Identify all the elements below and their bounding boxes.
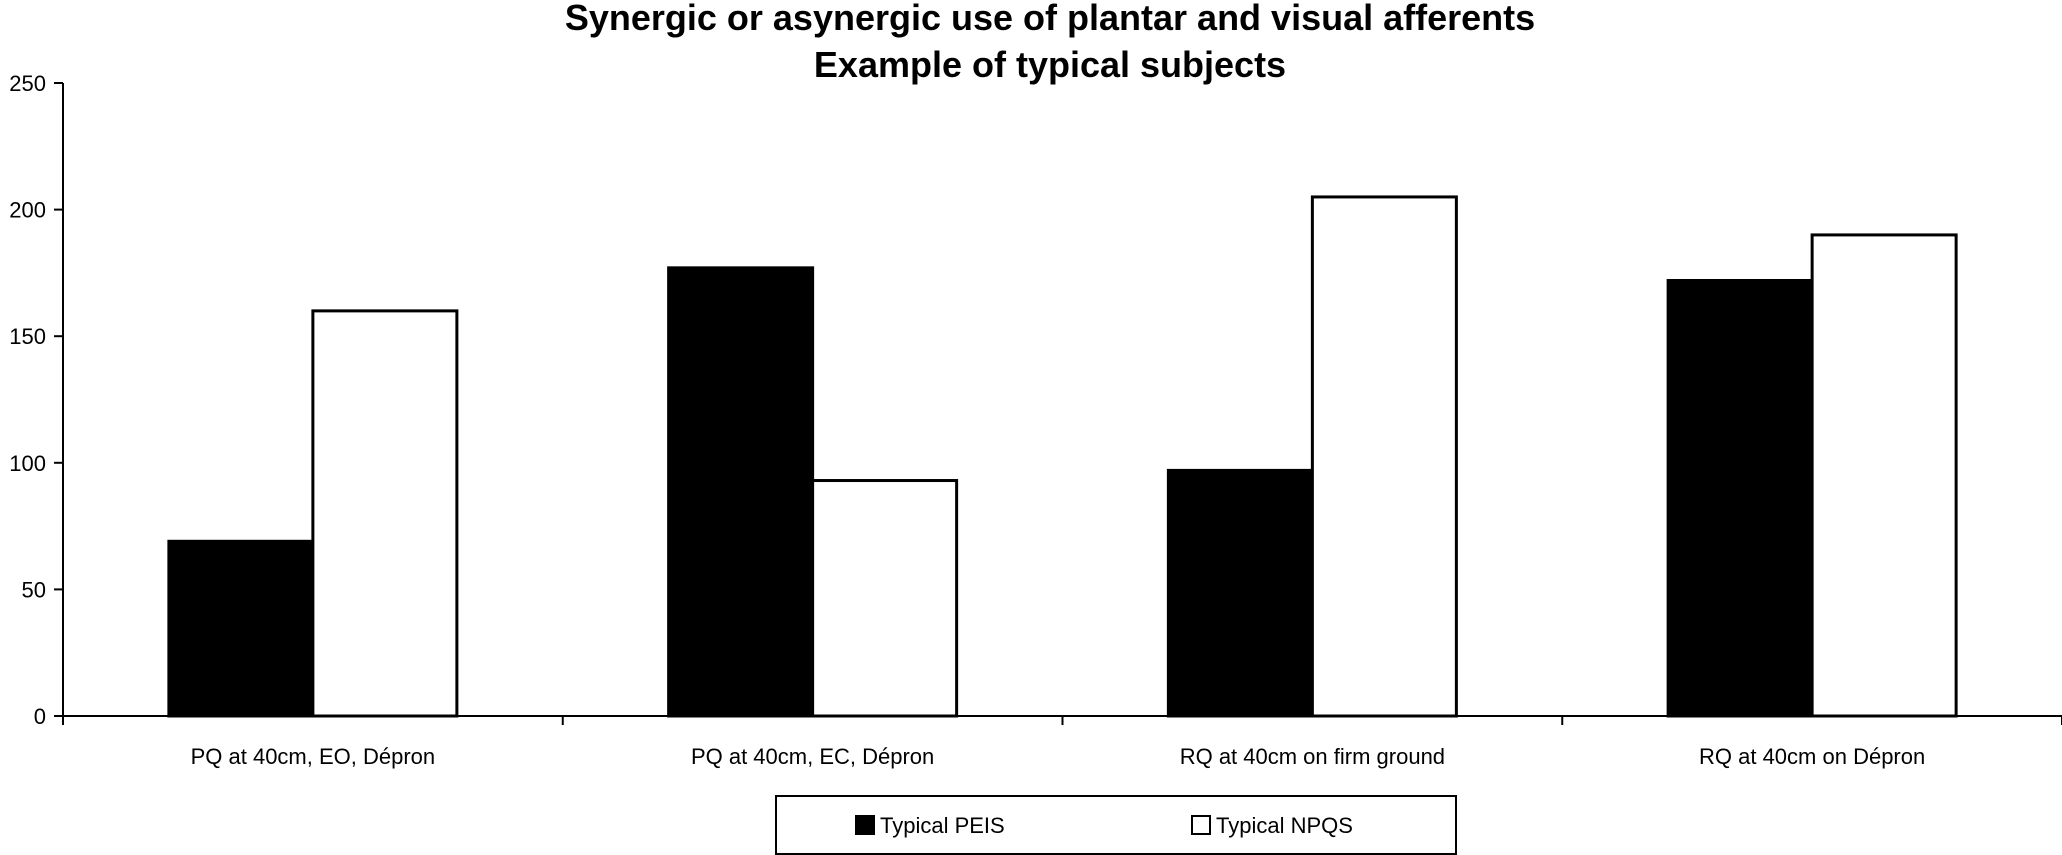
chart-title: Synergic or asynergic use of plantar and… bbox=[565, 0, 1535, 38]
y-tick-label: 0 bbox=[34, 704, 46, 729]
legend-label: Typical PEIS bbox=[880, 813, 1005, 838]
legend: Typical PEIS Typical NPQS bbox=[775, 795, 1457, 855]
y-tick-label: 200 bbox=[9, 198, 46, 223]
y-tick-label: 50 bbox=[22, 577, 46, 602]
bar-typical-npqs bbox=[1810, 233, 1958, 718]
legend-swatch-typical-npqs bbox=[1191, 815, 1211, 835]
bar-typical-peis bbox=[1666, 278, 1814, 718]
bar-typical-peis bbox=[1166, 468, 1314, 718]
x-category-label: RQ at 40cm on Dépron bbox=[1699, 744, 1925, 769]
y-tick-label: 150 bbox=[9, 324, 46, 349]
y-tick-label: 100 bbox=[9, 451, 46, 476]
legend-box bbox=[775, 795, 1457, 855]
x-category-label: PQ at 40cm, EO, Dépron bbox=[191, 744, 436, 769]
bar-typical-peis bbox=[667, 266, 815, 718]
legend-swatch-typical-peis bbox=[855, 815, 875, 835]
chart-subtitle: Example of typical subjects bbox=[814, 44, 1286, 85]
bar-typical-npqs bbox=[1310, 195, 1458, 718]
plot-area: 0 50 100 150 200 250 PQ at 40cm, EO, Dépron PQ … bbox=[9, 71, 2062, 769]
bar-typical-peis bbox=[167, 539, 315, 718]
x-category-label: PQ at 40cm, EC, Dépron bbox=[691, 744, 934, 769]
legend-label: Typical NPQS bbox=[1216, 813, 1353, 838]
x-category-label: RQ at 40cm on firm ground bbox=[1180, 744, 1445, 769]
bar-typical-npqs bbox=[811, 479, 959, 718]
bar-typical-npqs bbox=[311, 309, 459, 718]
y-tick-label: 250 bbox=[9, 71, 46, 96]
